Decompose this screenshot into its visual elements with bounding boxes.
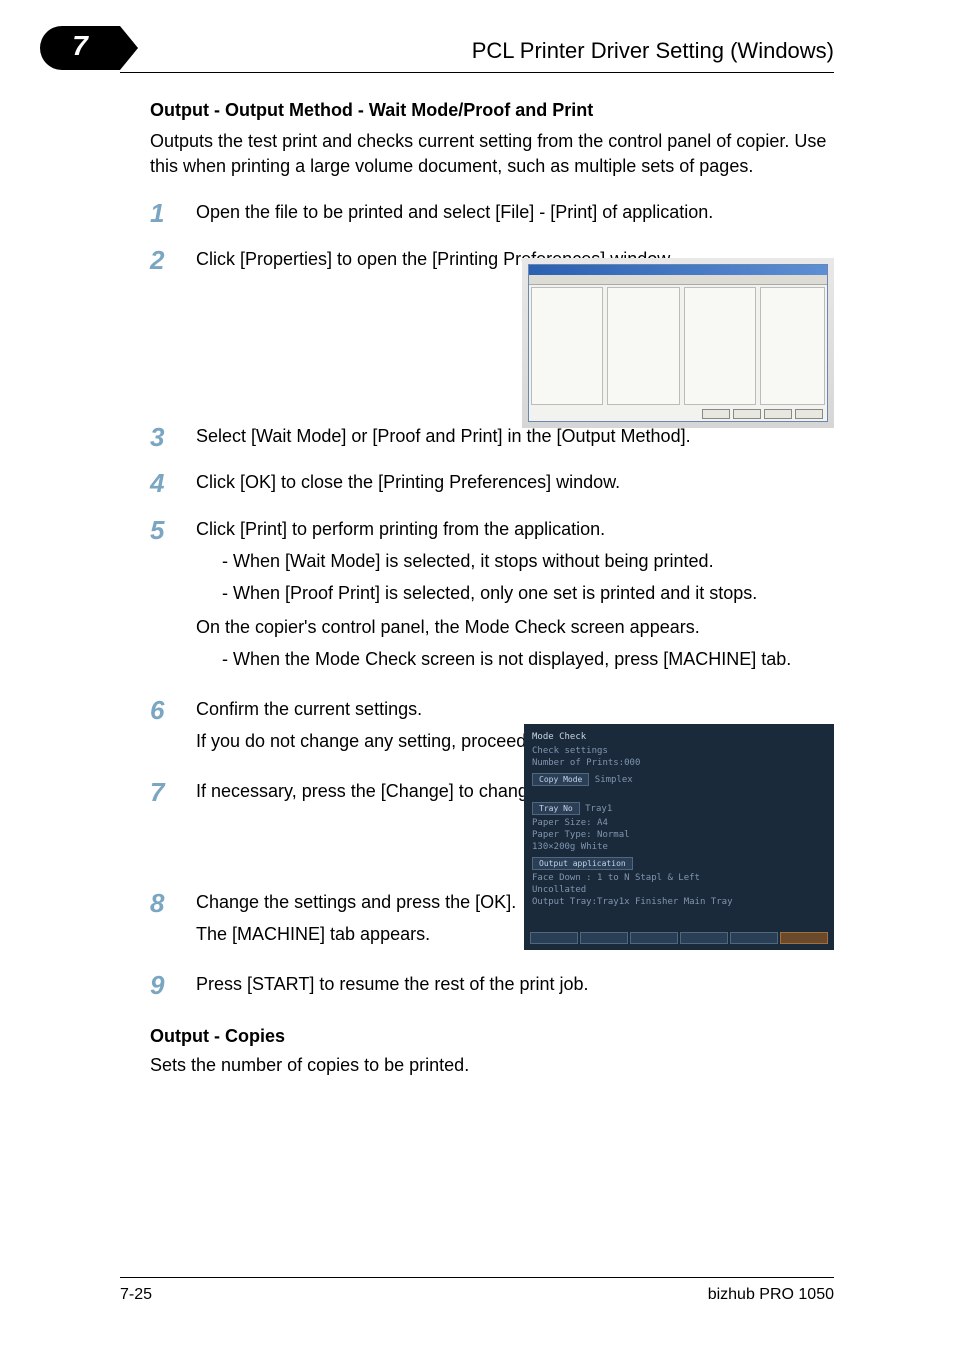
tray-no-value: Tray1 [585,804,612,814]
step-num-1: 1 [150,199,196,228]
step-num-3: 3 [150,423,196,452]
dialog-tabs [529,275,827,285]
dialog-col-3 [684,287,756,405]
panel-line-check: Check settings [532,746,826,756]
dialog-button-row [529,407,827,421]
dialog-ok-button[interactable] [702,409,730,419]
dialog-col-1 [531,287,603,405]
page-footer: 7-25 bizhub PRO 1050 [120,1277,834,1304]
copy-mode-button[interactable]: Copy Mode [532,773,589,786]
step-5: 5 Click [Print] to perform printing from… [150,516,834,678]
step5-dash1: When [Wait Mode] is selected, it stops w… [222,548,834,574]
footer-page-number: 7-25 [120,1286,152,1304]
panel-bottom-row [524,932,834,944]
panel-row-tray: Tray No Tray1 [532,799,826,818]
tray-no-button[interactable]: Tray No [532,802,580,815]
panel-row-copymode: Copy Mode Simplex [532,770,826,789]
dialog-cancel-button[interactable] [733,409,761,419]
panel-title: Mode Check [532,732,826,742]
dialog-window [528,264,828,422]
step-body-1: Open the file to be printed and select [… [196,199,834,228]
panel-facedown: Face Down : 1 to N Stapl & Left [532,873,826,883]
step-body-9: Press [START] to resume the rest of the … [196,971,834,1000]
section-intro: Outputs the test print and checks curren… [150,129,834,179]
panel-close-button[interactable] [780,932,828,944]
step-num-2: 2 [150,246,196,275]
panel-paper-size: Paper Size: A4 [532,818,826,828]
dialog-col-2 [607,287,679,405]
dialog-col-4 [760,287,825,405]
step5-note: On the copier's control panel, the Mode … [196,614,834,640]
step-num-6: 6 [150,696,196,760]
chapter-tab: 7 [40,26,120,70]
step-num-4: 4 [150,469,196,498]
mode-check-screenshot: Mode Check Check settings Number of Prin… [524,724,834,950]
sub-text: Sets the number of copies to be printed. [150,1053,834,1078]
step5-dash2: When [Proof Print] is selected, only one… [222,580,834,606]
header-divider [120,72,834,73]
step-body-4: Click [OK] to close the [Printing Prefer… [196,469,834,498]
panel-row-output: Output application [532,854,826,873]
output-app-button[interactable]: Output application [532,857,633,870]
step-body-5: Click [Print] to perform printing from t… [196,516,834,678]
dialog-apply-button[interactable] [764,409,792,419]
printing-preferences-screenshot [522,258,834,428]
step-num-7: 7 [150,778,196,807]
step-num-8: 8 [150,889,196,953]
step5-dash3: When the Mode Check screen is not displa… [222,646,834,672]
dialog-help-button[interactable] [795,409,823,419]
chapter-number: 7 [72,30,88,62]
dialog-titlebar [529,265,827,275]
panel-line-prints: Number of Prints:000 [532,758,826,768]
step6-a: Confirm the current settings. [196,696,834,722]
panel-output-tray: Output Tray:Tray1x Finisher Main Tray [532,897,826,907]
panel-uncollated: Uncollated [532,885,826,895]
panel-paper-detail: 130×200g White [532,842,826,852]
dialog-body [529,285,827,407]
panel-bottom-btn-1[interactable] [530,932,578,944]
step-num-9: 9 [150,971,196,1000]
panel-bottom-btn-4[interactable] [680,932,728,944]
step5-main: Click [Print] to perform printing from t… [196,516,834,542]
sub-heading: Output - Copies [150,1026,834,1047]
footer-product-name: bizhub PRO 1050 [708,1286,834,1304]
step-1: 1 Open the file to be printed and select… [150,199,834,228]
panel-bottom-btn-3[interactable] [630,932,678,944]
panel-paper-type: Paper Type: Normal [532,830,826,840]
panel-bottom-btn-2[interactable] [580,932,628,944]
section-heading: Output - Output Method - Wait Mode/Proof… [150,100,834,121]
header-title: PCL Printer Driver Setting (Windows) [472,38,834,64]
step-9: 9 Press [START] to resume the rest of th… [150,971,834,1000]
step-4: 4 Click [OK] to close the [Printing Pref… [150,469,834,498]
panel-bottom-btn-5[interactable] [730,932,778,944]
copy-mode-value: Simplex [595,775,633,785]
step-num-5: 5 [150,516,196,678]
